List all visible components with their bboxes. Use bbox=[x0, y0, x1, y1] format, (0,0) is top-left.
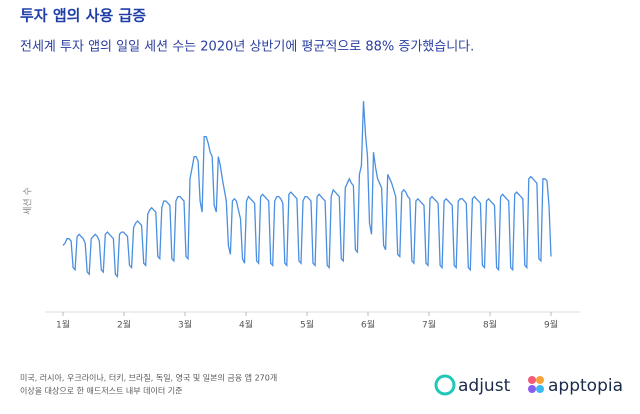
x-tick-label: 3월 bbox=[178, 319, 192, 331]
apptopia-logo: apptopia bbox=[528, 376, 623, 396]
chart-title: 투자 앱의 사용 급증 bbox=[20, 7, 146, 25]
x-tick-label: 6월 bbox=[361, 319, 375, 331]
x-tick-label: 8월 bbox=[483, 319, 497, 331]
adjust-logo: adjust bbox=[434, 374, 511, 396]
x-tick-label: 1월 bbox=[56, 319, 70, 331]
apptopia-icon bbox=[536, 376, 544, 384]
chart-subtitle: 전세계 투자 앱의 일일 세션 수는 2020년 상반기에 평균적으로 88% … bbox=[20, 39, 474, 55]
x-tick-label: 5월 bbox=[300, 319, 314, 331]
data-line bbox=[62, 101, 552, 279]
x-tick-label: 4월 bbox=[239, 319, 253, 331]
footnote: 이상을 대상으로 한 애드저스트 내부 데이터 기준 bbox=[20, 386, 182, 396]
apptopia-icon bbox=[528, 376, 536, 384]
brand-name: adjust bbox=[458, 376, 511, 396]
apptopia-icon bbox=[536, 385, 544, 393]
adjust-icon bbox=[434, 374, 456, 396]
apptopia-icon bbox=[528, 385, 536, 393]
brand-name: apptopia bbox=[548, 376, 623, 396]
y-axis-label: 세션 수 bbox=[23, 187, 34, 215]
footnote: 미국, 러시아, 우크라이나, 터키, 브라질, 독일, 영국 및 일본의 금융… bbox=[20, 373, 277, 383]
x-tick-label: 9월 bbox=[544, 319, 558, 331]
x-tick-label: 2월 bbox=[117, 319, 131, 331]
x-tick-label: 7월 bbox=[422, 319, 436, 331]
